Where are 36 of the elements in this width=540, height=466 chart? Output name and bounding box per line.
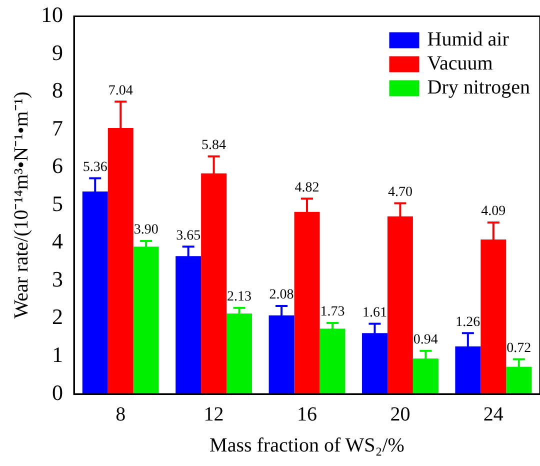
- data-label: 5.84: [202, 138, 226, 154]
- y-tick-label: 1: [52, 342, 63, 367]
- y-tick-label: 5: [52, 190, 63, 216]
- data-label: 1.73: [320, 304, 345, 320]
- y-tick-label: 3: [52, 266, 63, 292]
- y-tick-label: 8: [52, 78, 63, 103]
- data-label: 0.72: [506, 340, 532, 356]
- data-label: 4.82: [294, 180, 320, 196]
- x-tick-label: 8: [116, 403, 126, 426]
- data-label: 3.65: [176, 228, 201, 244]
- data-label: 3.90: [134, 222, 158, 238]
- data-label: 4.70: [388, 184, 412, 200]
- data-label: 1.26: [456, 314, 480, 330]
- y-tick-label: 4: [52, 228, 63, 254]
- x-tick-label: 20: [390, 403, 410, 426]
- data-label: 2.13: [227, 290, 252, 305]
- y-tick-label: 6: [52, 153, 63, 178]
- x-axis-title: Mass fraction of WS₂/%: [210, 434, 404, 456]
- data-label: 2.08: [269, 288, 294, 303]
- data-label: 5.36: [82, 160, 108, 175]
- x-tick-label: 12: [204, 403, 224, 426]
- legend-label: Vacuum: [427, 52, 494, 74]
- legend-label: Humid air: [427, 28, 510, 50]
- y-tick-label: 10: [41, 2, 63, 27]
- data-label: 7.04: [108, 83, 133, 98]
- y-axis-title: Wear rate/(10⁻¹⁴m³•N⁻¹•m⁻¹): [10, 92, 32, 319]
- data-label: 1.61: [362, 305, 387, 320]
- data-label: 4.09: [481, 204, 506, 220]
- x-tick-label: 24: [483, 403, 504, 426]
- legend-label: Dry nitrogen: [427, 76, 530, 98]
- y-tick-label: 2: [52, 304, 63, 330]
- y-tick-label: 9: [52, 40, 63, 65]
- y-tick-label: 0: [52, 380, 63, 405]
- data-label: 0.94: [413, 332, 438, 348]
- x-tick-label: 16: [297, 403, 317, 426]
- y-tick-label: 7: [52, 115, 63, 140]
